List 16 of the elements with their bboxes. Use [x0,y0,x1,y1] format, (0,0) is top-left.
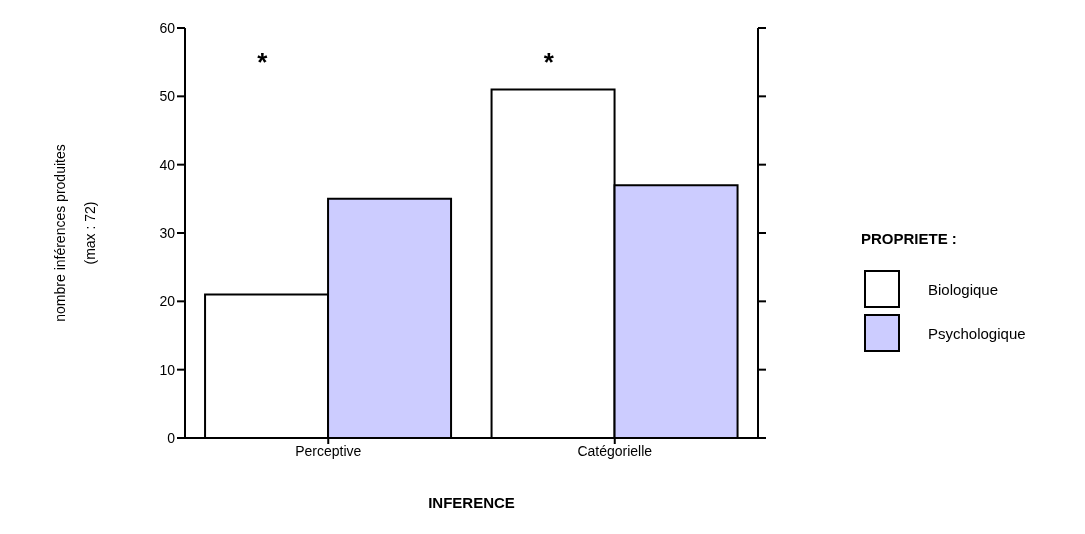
y-tick-label: 60 [159,19,176,36]
y-tick-label: 50 [159,88,176,105]
x-axis-title: INFERENCE [428,494,515,511]
y-tick-label: 30 [159,224,176,241]
x-tick-label: Catégorielle [577,442,653,459]
y-axis-title: nombre inférences produites (max : 72) [52,144,98,322]
y-tick-label: 20 [159,293,176,310]
text: Psychologique [928,324,1026,342]
legend-title: PROPRIETE : [861,230,958,247]
y-tick-label: 0 [167,429,176,446]
x-tick-label: Perceptive [295,442,362,459]
y-tick-label: 40 [159,156,176,173]
y-tick-label: 10 [159,361,176,378]
text: Biologique [928,280,999,298]
annotation: * [257,46,269,77]
annotation: * [543,46,555,77]
